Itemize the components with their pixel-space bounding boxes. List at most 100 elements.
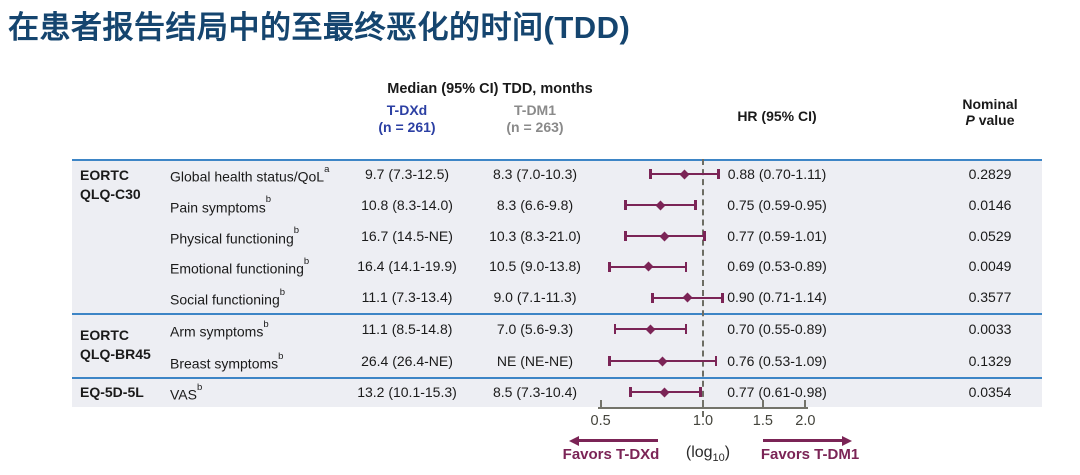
column-header-tdm1: T-DM1 (n = 263): [468, 102, 602, 136]
hr-point-marker: [643, 261, 654, 272]
favors-tdxd-label: Favors T-DXd: [562, 446, 660, 463]
group-label: EORTC QLQ-C30: [80, 166, 170, 204]
measure-cell: Breast symptomsb: [170, 345, 375, 377]
measure-footnote-sup: b: [265, 194, 271, 206]
hr-point-marker: [657, 356, 668, 366]
hr-value-cell: 0.76 (0.53-1.09): [727, 353, 827, 369]
group-label: EORTC QLQ-BR45: [80, 326, 170, 364]
ci-whisker-low: [624, 200, 627, 211]
ci-whisker-high: [703, 231, 706, 241]
favors-tdm1-label: Favors T-DM1: [760, 446, 860, 463]
axis-tick-label: 2.0: [795, 413, 816, 429]
measure-cell: Physical functioningb: [170, 221, 375, 252]
measure-label: Physical functioning: [170, 230, 294, 247]
group-label-line: EQ-5D-5L: [80, 383, 144, 400]
measure-footnote-sup: b: [303, 255, 310, 267]
tdm1-median-cell: 10.3 (8.3-21.0): [489, 227, 581, 244]
hr-value-cell: 0.90 (0.71-1.14): [727, 289, 827, 306]
group-label-line: QLQ-C30: [80, 186, 141, 202]
measure-label: Social functioning: [170, 291, 280, 308]
axis-tick: [702, 400, 704, 407]
hr-point-marker: [659, 387, 670, 397]
column-header-pvalue: Nominal P value: [945, 96, 1035, 128]
tdxd-median-cell: 11.1 (8.5-14.8): [361, 321, 453, 337]
tdxd-median-cell: 9.7 (7.3-12.5): [364, 166, 450, 182]
tdm1-median-cell: 8.5 (7.3-10.4): [492, 384, 578, 400]
measure-label: Pain symptoms: [170, 199, 266, 216]
hr-value-cell: 0.88 (0.70-1.11): [727, 166, 827, 182]
favors-tdm1-arrow-line: [763, 439, 842, 442]
axis-tick-label: 1.5: [752, 413, 773, 429]
measure-footnote-sup: a: [324, 163, 330, 175]
ci-whisker-low: [608, 356, 611, 366]
measure-cell: Global health status/QoLa: [170, 159, 375, 190]
hr-point-marker: [655, 200, 666, 211]
hr-point-marker: [682, 292, 693, 303]
hr-value-cell: 0.69 (0.53-0.89): [727, 258, 827, 275]
tdxd-median-cell: 11.1 (7.3-13.4): [361, 289, 453, 306]
ci-whisker-high: [684, 324, 688, 334]
tdxd-arm-n: (n = 261): [378, 119, 436, 135]
pvalue-cell: 0.0049: [968, 258, 1012, 275]
axis-tick-label: 1.0: [692, 413, 714, 429]
median-ci-header: Median (95% CI) TDD, months: [387, 81, 593, 97]
pvalue-cell: 0.0354: [968, 384, 1012, 400]
hr-point-marker: [659, 231, 670, 241]
tdm1-median-cell: 9.0 (7.1-11.3): [493, 289, 577, 306]
ci-whisker-high: [684, 261, 688, 272]
axis-tick: [599, 400, 602, 407]
pvalue-cell: 0.0529: [968, 227, 1012, 244]
measure-cell: Arm symptomsb: [170, 313, 375, 345]
pvalue-p-italic: P: [965, 112, 975, 128]
group-label-line: EORTC: [80, 167, 129, 183]
hr-value-cell: 0.70 (0.55-0.89): [727, 321, 827, 337]
measure-cell: Pain symptomsb: [170, 190, 375, 221]
ci-whisker-low: [608, 261, 611, 272]
measure-cell: VASb: [170, 377, 375, 407]
tdxd-median-cell: 16.4 (14.1-19.9): [357, 258, 457, 275]
pvalue-cell: 0.0033: [968, 321, 1012, 337]
pvalue-cell: 0.1329: [968, 353, 1012, 369]
tdm1-median-cell: 8.3 (7.0-10.3): [492, 166, 578, 182]
group-label-line: QLQ-BR45: [80, 346, 151, 362]
axis-tick-label: 0.5: [590, 413, 611, 429]
measure-label: Arm symptoms: [170, 323, 264, 340]
ci-whisker-high: [717, 169, 720, 180]
tdxd-median-cell: 16.7 (14.5-NE): [361, 227, 453, 244]
tdm1-median-cell: 10.5 (9.0-13.8): [489, 258, 581, 275]
log-label-post: ): [724, 444, 731, 461]
ci-whisker-low: [629, 387, 632, 397]
hr-value-cell: 0.75 (0.59-0.95): [727, 196, 827, 213]
pvalue-cell: 0.3577: [968, 289, 1012, 306]
tdm1-arm-name: T-DM1: [514, 102, 556, 118]
group-section: [72, 313, 1042, 377]
tdxd-median-cell: 26.4 (26.4-NE): [361, 353, 453, 369]
favors-tdxd-arrowhead-icon: [569, 435, 579, 446]
measure-label: Global health status/QoL: [170, 168, 325, 185]
pvalue-rest: value: [974, 112, 1015, 128]
log-label-sub: 10: [712, 452, 725, 465]
column-header-tdxd: T-DXd (n = 261): [340, 102, 474, 136]
pvalue-header-line1: Nominal: [962, 96, 1018, 112]
favors-tdm1-arrowhead-icon: [842, 435, 852, 446]
ci-whisker-high: [714, 356, 718, 366]
ci-whisker-low: [651, 292, 654, 303]
pvalue-cell: 0.0146: [968, 196, 1012, 213]
favors-tdxd-arrow-line: [579, 439, 658, 442]
measure-cell: Social functioningb: [170, 282, 375, 313]
tdm1-median-cell: 7.0 (5.6-9.3): [496, 321, 574, 337]
tdm1-median-cell: NE (NE-NE): [496, 353, 574, 369]
measure-footnote-sup: b: [293, 225, 300, 237]
tdm1-arm-n: (n = 263): [506, 119, 564, 135]
hr-value-cell: 0.77 (0.59-1.01): [727, 227, 827, 244]
hr-point-marker: [645, 324, 656, 334]
page-title: 在患者报告结局中的至最终恶化的时间(TDD): [8, 10, 631, 45]
group-label: EQ-5D-5L: [80, 383, 170, 402]
measure-footnote-sup: b: [279, 286, 286, 298]
hr-point-marker: [679, 169, 690, 180]
measure-footnote-sup: b: [278, 350, 284, 362]
